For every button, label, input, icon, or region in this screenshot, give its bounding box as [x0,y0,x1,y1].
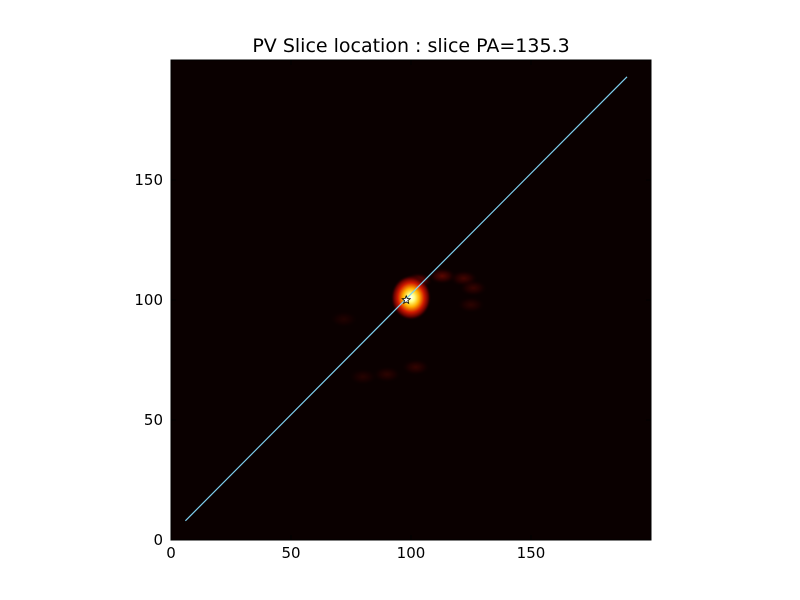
emission-peak [390,274,432,321]
axis-ticks: 0 50 100 150 0 50 100 150 [134,60,651,562]
x-tick-label: 0 [166,544,176,562]
y-tick-label: 50 [144,411,163,429]
y-tick-label: 0 [153,531,163,549]
y-tick-label: 150 [134,171,163,189]
x-tick-label: 50 [281,544,300,562]
emission-layer [329,267,488,386]
chart-title: PV Slice location : slice PA=135.3 [252,35,569,57]
emission-feature [456,296,486,314]
y-tick-label: 100 [134,291,163,309]
center-star-marker [401,294,412,305]
emission-feature [348,368,378,386]
emission-feature [427,267,457,285]
x-tick-label: 100 [397,544,426,562]
emission-feature [401,358,431,376]
x-tick-label: 150 [517,544,546,562]
emission-feature [372,366,402,383]
emission-feature [329,310,359,328]
emission-feature [459,279,488,297]
